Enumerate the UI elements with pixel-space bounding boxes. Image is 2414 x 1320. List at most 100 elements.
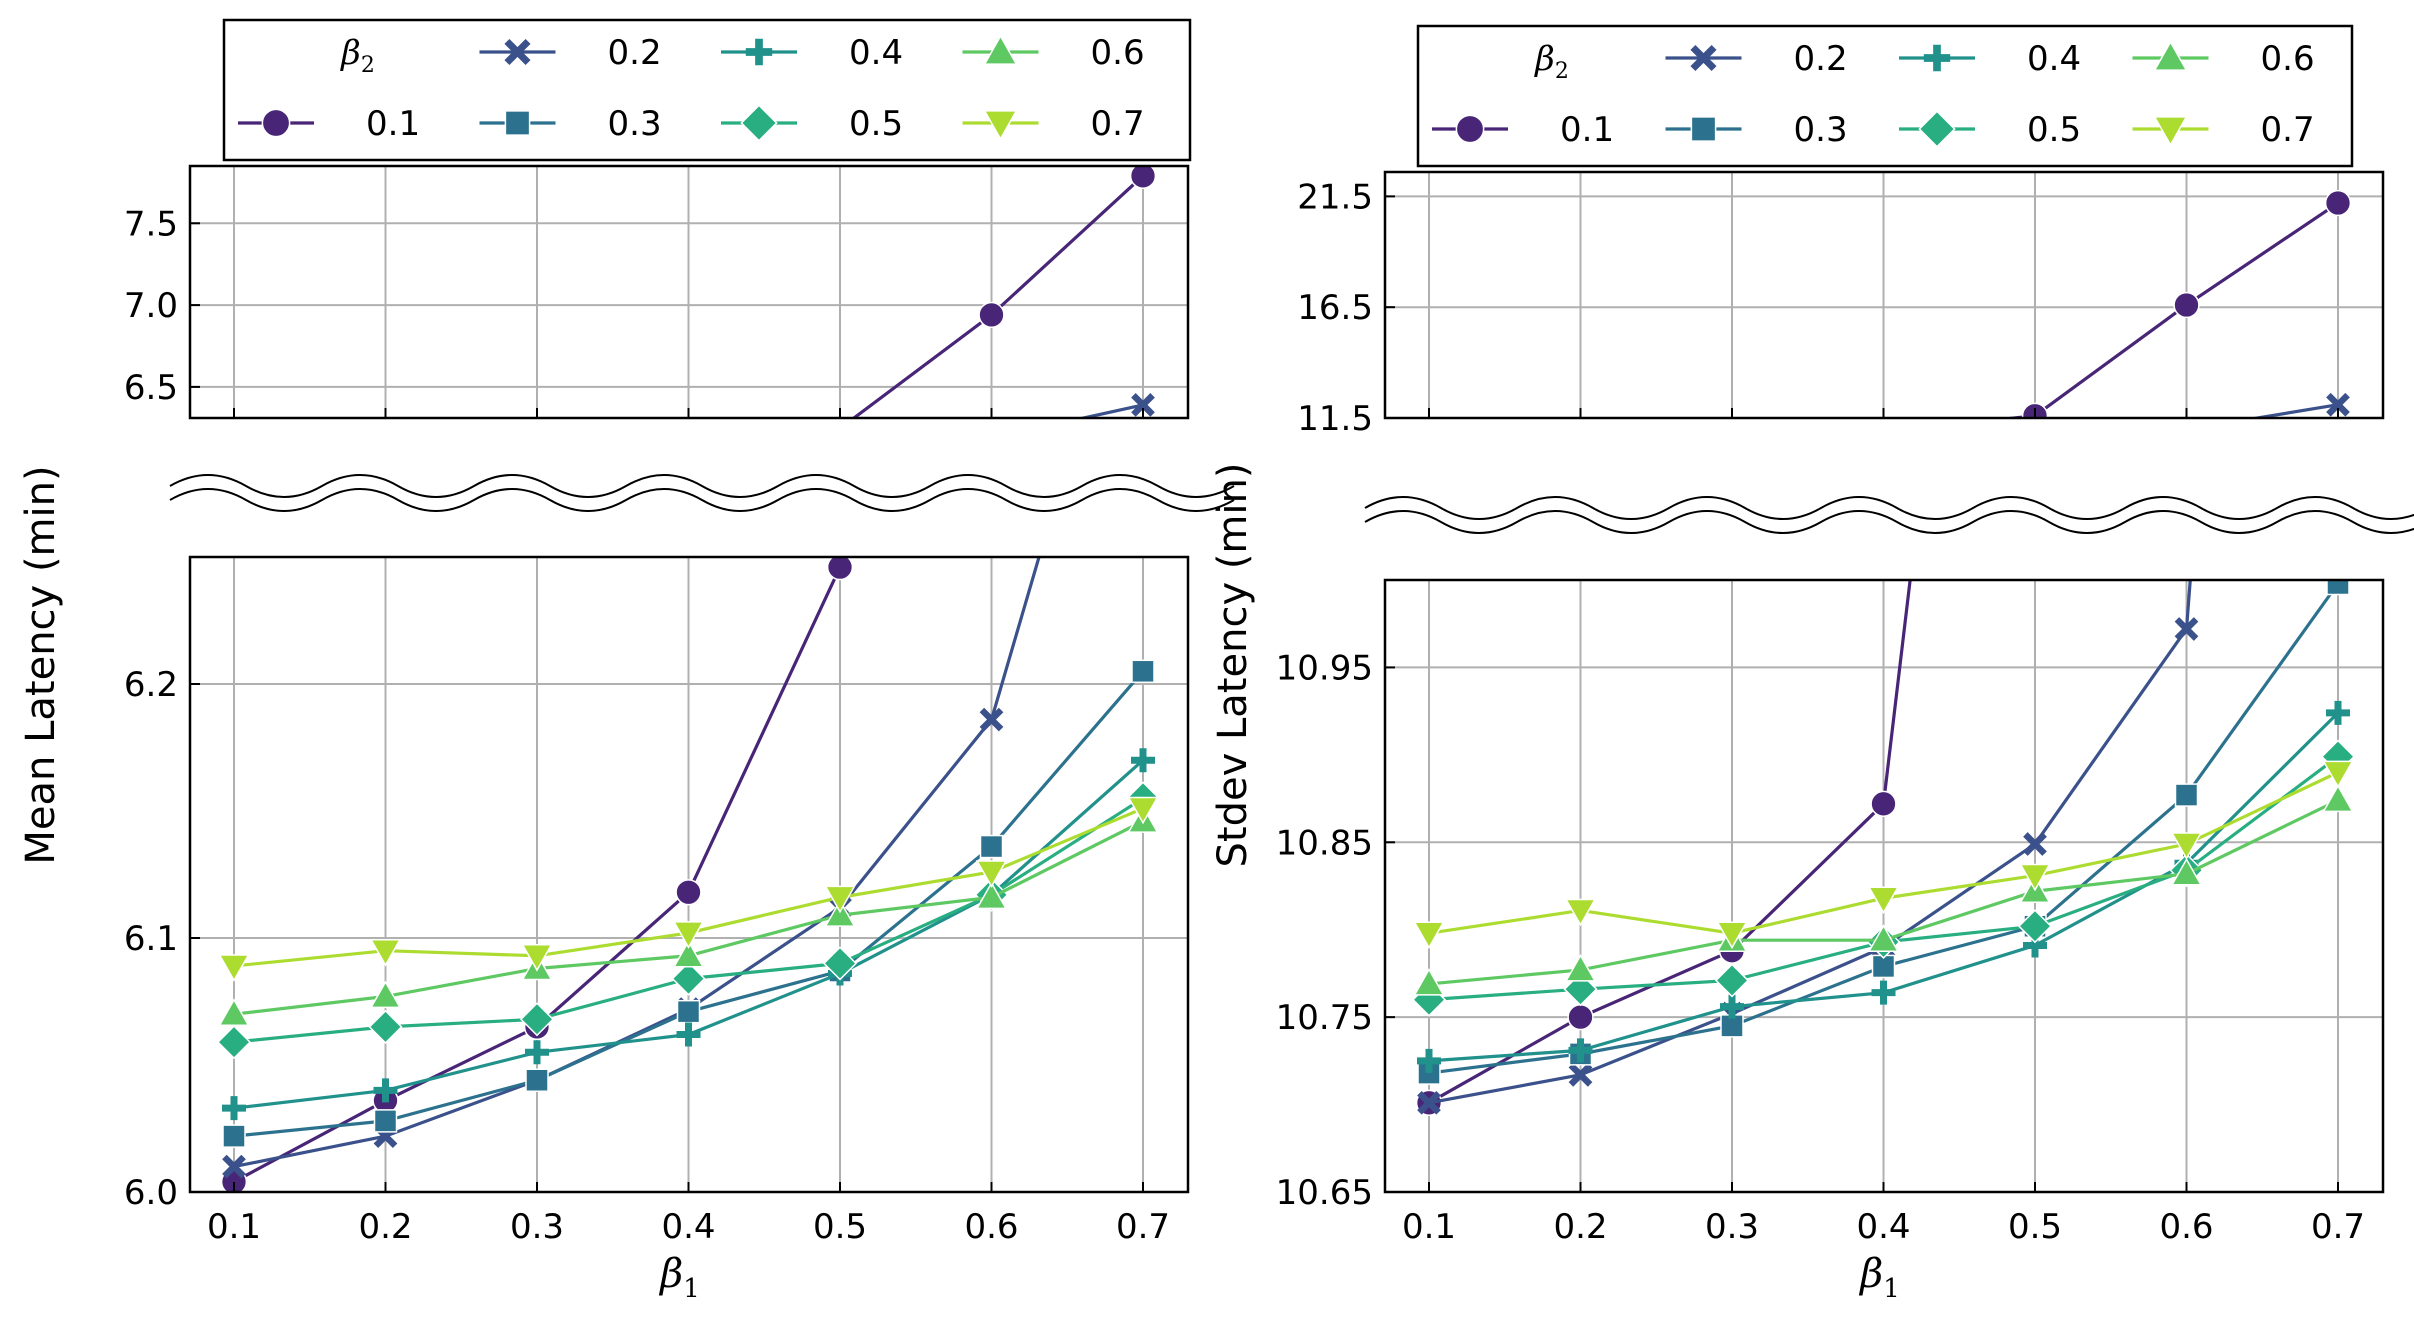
mean-lower-series-0.4-point: [222, 1096, 246, 1121]
mean-lower-series-0.3-point: [373, 1109, 398, 1133]
stdev-lower-series-0.4-point: [1871, 980, 1896, 1005]
stdev-lower-series-0.3-point: [2174, 783, 2199, 807]
stdev-lower-series-0.1-point: [1567, 1003, 1594, 1031]
stdev-lower-series-0.2-point: [1417, 1090, 1441, 1115]
stdev-xlabel: β1: [1858, 1251, 1900, 1304]
mean-legend-item-0.7: 0.7: [962, 104, 1145, 144]
mean-lower-series-0.1-point: [826, 557, 854, 581]
stdev-lower-series-0.4-point: [1720, 994, 1744, 1019]
mean-lower-series-0.5-point: [671, 961, 706, 996]
stdev-xtick-label: 0.6: [2159, 1207, 2213, 1247]
mean-lower-series-0.7-point: [975, 860, 1008, 888]
stdev-legend-swatch-marker: [2153, 116, 2188, 147]
stdev-upper-yticks: 11.5 16.5 21.5: [1297, 177, 1395, 439]
stdev-chart: 11.5 16.5 21.5 10.65 10.75 10.85 10.95 0.1 0.2…: [1210, 24, 2414, 1304]
stdev-legend-label: 0.1: [1560, 110, 1614, 150]
mean-xtick-label: 0.2: [358, 1207, 412, 1247]
stdev-legend: β2 0.1 0.2 0.3 0.4 0.5 0.6 0.7: [1416, 24, 2354, 168]
stdev-legend-item-0.4: 0.4: [1899, 39, 2081, 79]
mean-lower-series-0.5-point: [519, 1002, 555, 1037]
stdev-lower-series-0.7-point: [1413, 921, 1445, 950]
mean-xtick-label: 0.6: [964, 1207, 1018, 1247]
mean-lower-series-0.3-point: [979, 834, 1004, 859]
stdev-legend-swatch-marker: [1918, 110, 1956, 148]
stdev-legend-item-0.1: 0.1: [1432, 110, 1614, 150]
stdev-lower-ytick-label: 10.75: [1276, 998, 1373, 1038]
mean-lower-series-0.3-point: [222, 1124, 246, 1148]
stdev-lower-series-0.4-point: [1417, 1048, 1441, 1073]
stdev-lower-series-0.2-point: [2174, 617, 2199, 641]
mean-lower-ytick-label: 6.2: [124, 665, 178, 705]
stdev-legend-item-0.6: 0.6: [2132, 39, 2315, 79]
stdev-axis-break: [1364, 496, 2414, 534]
mean-lower-series-0.3-point: [676, 999, 701, 1024]
mean-legend-title-symbol: β: [339, 33, 361, 73]
mean-lower-series-0.4-point: [373, 1078, 398, 1103]
stdev-lower-series-0.7-point: [1716, 921, 1748, 950]
mean-legend-item-0.6: 0.6: [962, 33, 1145, 73]
mean-lower-series-0.2-point: [979, 707, 1004, 732]
stdev-lower-series-0.6-point: [2322, 784, 2354, 813]
mean-lower-series-0.7-point: [1127, 796, 1159, 825]
stdev-lower-series-0.6-point: [2170, 857, 2203, 886]
mean-lower-series-0.4-point: [676, 1022, 701, 1047]
stdev-legend-swatch-marker: [1923, 44, 1951, 72]
stdev-upper-ytick-label: 11.5: [1297, 399, 1373, 439]
mean-legend-swatch-marker: [504, 110, 531, 136]
mean-lower-series-0.6-point: [824, 899, 856, 927]
mean-upper-series-0.2-point: [1131, 393, 1155, 417]
stdev-legend-swatch-marker: [1690, 44, 1717, 72]
mean-legend-swatch-marker: [745, 38, 773, 66]
stdev-lower-series-0.1-point: [1870, 790, 1897, 817]
mean-ylabel: Mean Latency (min): [18, 465, 64, 864]
stdev-lower-ytick-label: 10.65: [1276, 1173, 1373, 1213]
mean-legend-swatch-marker: [261, 108, 291, 138]
mean-xlabel-sub: 1: [683, 1274, 700, 1304]
stdev-legend-item-0.7: 0.7: [2132, 110, 2315, 150]
mean-lower-series-0.6-point: [672, 939, 705, 968]
stdev-xtick-label: 0.3: [1705, 1207, 1759, 1247]
mean-legend-label: 0.2: [608, 33, 662, 73]
mean-lower-ytick-label: 6.0: [124, 1173, 178, 1213]
mean-lower-series-0.6-point: [218, 998, 250, 1026]
mean-legend-swatch-marker: [504, 38, 531, 66]
mean-lower-series-0.1-point: [675, 879, 702, 906]
mean-legend-item-0.4: 0.4: [721, 33, 903, 73]
mean-lower-series-0.3-point: [1131, 659, 1155, 684]
stdev-legend-label: 0.2: [1794, 39, 1848, 79]
mean-xlabel-symbol: β: [658, 1251, 683, 1297]
mean-lower-series-0.4-point: [525, 1040, 549, 1065]
mean-upper-grid: [190, 166, 1188, 418]
stdev-upper-lines: [1428, 189, 2352, 418]
stdev-lower-series-0.7-point: [2170, 832, 2203, 860]
stdev-upper-ytick-label: 16.5: [1297, 288, 1373, 328]
stdev-legend-swatch-marker: [2153, 40, 2188, 71]
mean-xtick-label: 0.1: [207, 1207, 261, 1247]
mean-upper-series-0.1-point: [1129, 166, 1157, 189]
stdev-lower-series-0.4-point: [2326, 700, 2350, 725]
stdev-xlabel-symbol: β: [1858, 1251, 1883, 1297]
mean-legend-label: 0.7: [1091, 104, 1145, 144]
stdev-legend-label: 0.5: [2027, 110, 2081, 150]
stdev-legend-item-0.2: 0.2: [1665, 39, 1848, 79]
stdev-legend-label: 0.7: [2261, 110, 2315, 150]
mean-legend-item-0.5: 0.5: [721, 104, 903, 144]
stdev-legend-item-0.5: 0.5: [1899, 110, 2081, 150]
mean-legend-label: 0.6: [1091, 33, 1145, 73]
stdev-xlabel-sub: 1: [1883, 1274, 1900, 1304]
stdev-upper-series-0.1-point: [2173, 291, 2200, 319]
stdev-lower-lines: [1411, 580, 2356, 1116]
mean-lower-series-0.7-point: [824, 885, 856, 914]
stdev-lower-series-0.5-point: [2017, 909, 2053, 944]
mean-legend-label: 0.3: [608, 104, 662, 144]
mean-upper-ytick-label: 6.5: [124, 368, 178, 408]
mean-axis-break: [169, 474, 1235, 512]
stdev-xtick-label: 0.2: [1553, 1207, 1607, 1247]
mean-lower-series-0.3-point: [525, 1068, 549, 1092]
mean-legend-item-0.2: 0.2: [479, 33, 662, 73]
stdev-lower-series-0.7-point: [1564, 898, 1597, 927]
stdev-legend-label: 0.3: [1794, 110, 1848, 150]
stdev-legend-title-symbol: β: [1533, 39, 1555, 79]
stdev-lower-yticks: 10.65 10.75 10.85 10.95: [1276, 648, 1395, 1213]
